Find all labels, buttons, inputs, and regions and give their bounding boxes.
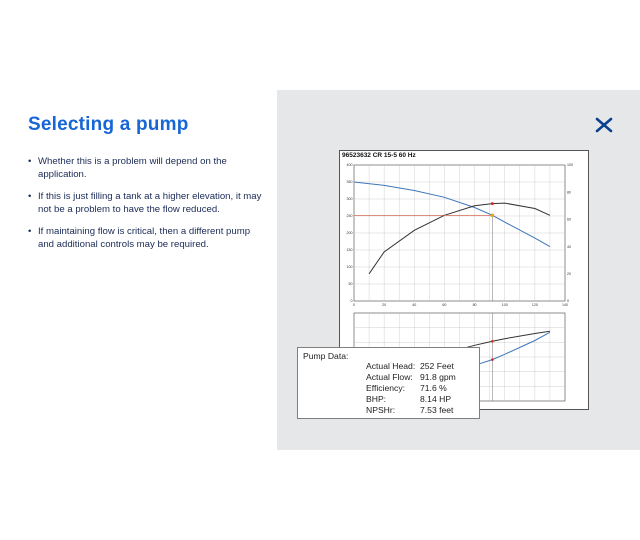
slide-title: Selecting a pump — [28, 114, 189, 135]
y-tick-label: 300 — [347, 197, 353, 201]
x-tick-label: 20 — [382, 303, 386, 307]
operating-point-efficiency — [490, 202, 494, 206]
bullet-item: • Whether this is a problem will depend o… — [28, 156, 263, 181]
bullet-icon: • — [28, 226, 32, 237]
y2-tick-label: 20 — [567, 272, 571, 276]
y-tick-label: 250 — [347, 214, 353, 218]
y-tick-label: 50 — [349, 282, 353, 286]
y-tick-label: 200 — [347, 231, 353, 235]
x-tick-label: 0 — [353, 303, 355, 307]
bullet-icon: • — [28, 191, 32, 202]
pump-data-label: BHP: — [366, 394, 387, 404]
pump-data-popup: Pump Data: Actual Head: 252 Feet Actual … — [297, 347, 480, 419]
pump-data-value: 7.53 feet — [420, 405, 454, 415]
y2-tick-label: 40 — [567, 245, 571, 249]
pump-data-value: 252 Feet — [420, 361, 454, 371]
y2-tick-label: 80 — [567, 190, 571, 194]
operating-point-bhp — [491, 340, 494, 343]
bullet-text: Whether this is a problem will depend on… — [38, 156, 227, 180]
y-tick-label: 0 — [351, 299, 353, 303]
grundfos-x-icon — [595, 117, 613, 133]
y-tick-label: 350 — [347, 180, 353, 184]
bullet-list: • Whether this is a problem will depend o… — [28, 156, 263, 261]
series-line — [368, 202, 551, 275]
bullet-icon: • — [28, 156, 32, 167]
pump-data-value: 8.14 HP — [420, 394, 452, 404]
bullet-text: If this is just filling a tank at a high… — [38, 191, 262, 215]
x-tick-label: 140 — [562, 303, 568, 307]
pump-data-label: NPSHr: — [366, 405, 396, 415]
chart-header: 96523632 CR 15-5 60 Hz — [342, 152, 416, 159]
y2-tick-label: 60 — [567, 218, 571, 222]
series-line — [353, 181, 551, 248]
y2-tick-label: 0 — [567, 299, 569, 303]
operating-point-npsh — [491, 358, 494, 361]
x-tick-label: 120 — [532, 303, 538, 307]
y-tick-label: 150 — [347, 248, 353, 252]
slide: Selecting a pump • Whether this is a prob… — [0, 90, 640, 450]
y-tick-label: 100 — [347, 265, 353, 269]
pump-data-heading: Pump Data: — [303, 351, 349, 361]
pump-data-value: 91.8 gpm — [420, 372, 456, 382]
y-tick-label: 400 — [347, 163, 353, 167]
pump-data-label: Actual Head: — [366, 361, 416, 371]
bullet-text: If maintaining flow is critical, then a … — [38, 226, 251, 250]
y2-tick-label: 100 — [567, 163, 573, 167]
pump-data-label: Actual Flow: — [366, 372, 413, 382]
operating-point-head — [490, 213, 495, 218]
x-tick-label: 80 — [473, 303, 477, 307]
pump-data-label: Efficiency: — [366, 383, 406, 393]
x-tick-label: 100 — [502, 303, 508, 307]
bullet-item: • If maintaining flow is critical, then a… — [28, 226, 263, 251]
pump-data-value: 71.6 % — [420, 383, 447, 393]
bullet-item: • If this is just filling a tank at a hig… — [28, 191, 263, 216]
x-tick-label: 40 — [412, 303, 416, 307]
x-tick-label: 60 — [442, 303, 446, 307]
